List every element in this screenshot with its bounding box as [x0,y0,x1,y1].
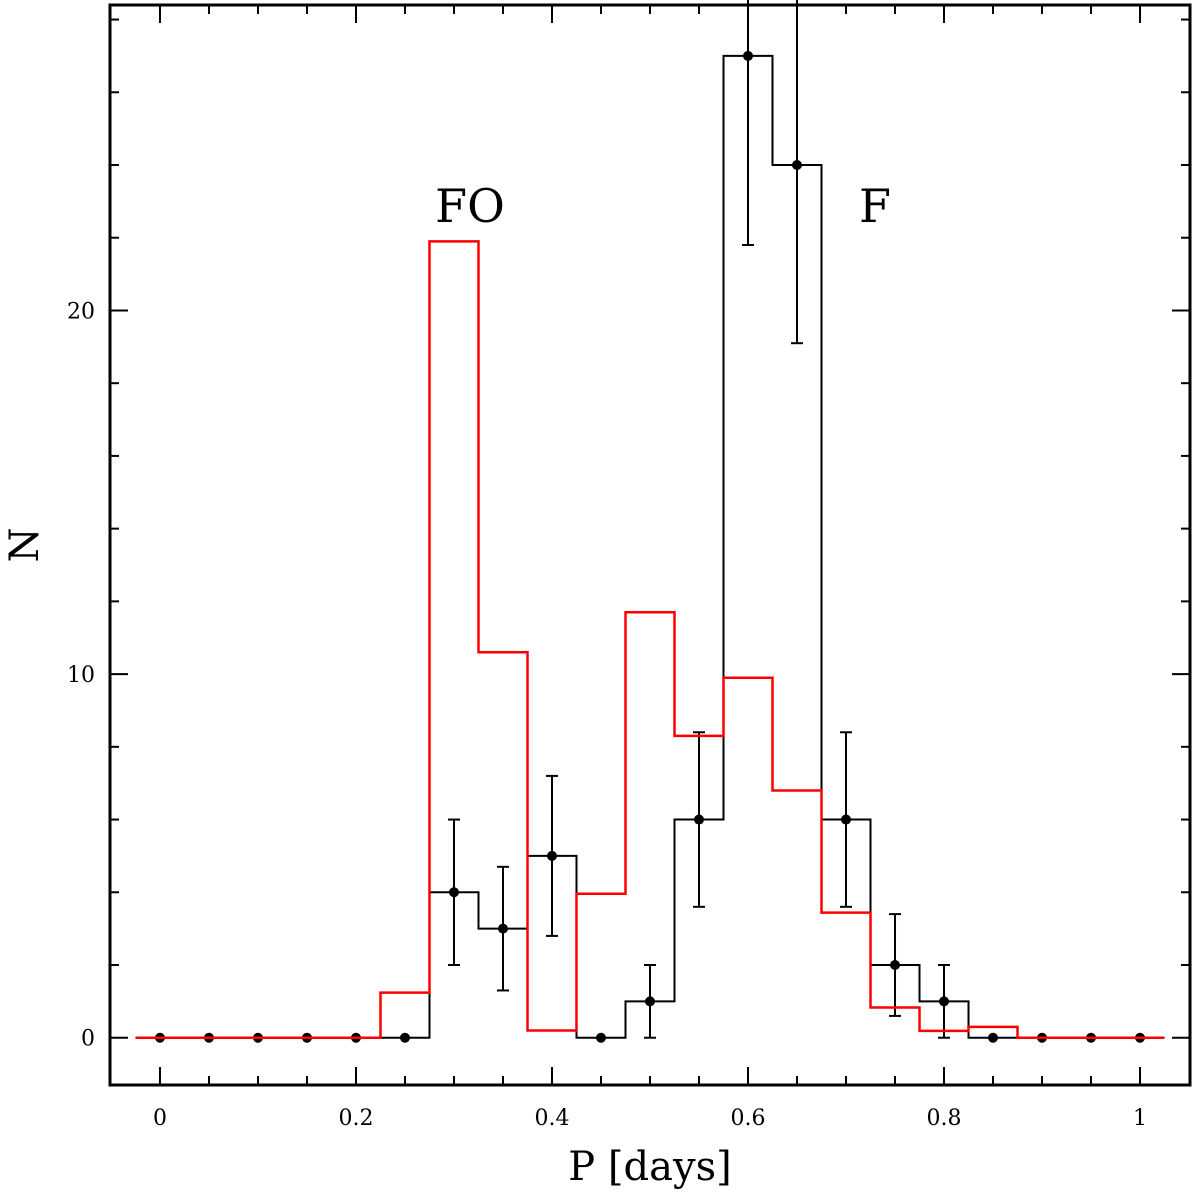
data-point [939,996,950,1007]
data-point [743,50,754,61]
annotation-f: F [859,179,891,233]
data-point [399,1032,410,1043]
x-tick-label: 0.8 [927,1106,962,1131]
y-tick-label: 0 [81,1027,95,1052]
data-point [841,814,852,825]
data-point [792,160,803,170]
x-tick-label: 1 [1133,1106,1147,1131]
data-point [988,1032,999,1043]
annotation-fo: FO [435,179,505,233]
plot-frame [108,3,1192,1087]
data-point [694,814,705,825]
x-tick-label: 0.4 [534,1106,569,1131]
x-tick-label: 0.6 [731,1106,766,1131]
black-histogram-line [135,54,1165,1039]
y-tick-label: 20 [67,299,95,324]
x-tick-label: 0.2 [338,1106,373,1131]
red-histogram-line [135,240,1165,1039]
data-point [497,923,508,934]
data-point [890,960,901,970]
data-point [595,1032,606,1043]
data-point [645,996,655,1007]
x-tick-label: 0 [153,1106,167,1131]
x-axis-label: P [days] [568,1144,731,1190]
data-point [448,887,459,898]
y-tick-label: 10 [67,663,95,688]
data-point [546,850,557,861]
y-axis-label: N [2,528,48,563]
